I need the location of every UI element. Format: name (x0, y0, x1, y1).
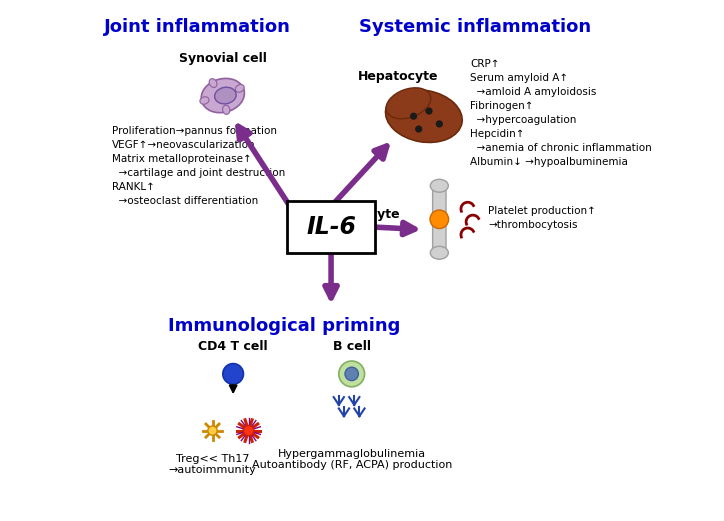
Ellipse shape (200, 97, 209, 104)
Ellipse shape (201, 79, 245, 113)
Circle shape (426, 107, 433, 115)
Ellipse shape (430, 179, 448, 192)
Circle shape (208, 426, 217, 435)
Text: Hepatocyte: Hepatocyte (358, 70, 438, 83)
Circle shape (223, 364, 243, 384)
Text: Joint inflammation: Joint inflammation (104, 18, 290, 36)
Circle shape (436, 120, 443, 128)
Circle shape (430, 210, 449, 229)
Ellipse shape (385, 90, 462, 142)
Text: Hypergammaglobulinemia
Autoantibody (RF, ACPA) production: Hypergammaglobulinemia Autoantibody (RF,… (251, 449, 452, 470)
Circle shape (339, 361, 365, 387)
Circle shape (415, 126, 422, 133)
Text: IL-6: IL-6 (306, 215, 356, 239)
Text: Proliferation→pannus formation
VEGF↑→neovascularization
Matrix metalloproteinase: Proliferation→pannus formation VEGF↑→neo… (112, 127, 285, 206)
FancyBboxPatch shape (287, 201, 375, 253)
Circle shape (243, 426, 253, 436)
Ellipse shape (214, 87, 236, 104)
Text: Synovial cell: Synovial cell (179, 52, 266, 65)
Text: Systemic inflammation: Systemic inflammation (359, 18, 592, 36)
Circle shape (345, 367, 358, 381)
Text: Megakaryocyte: Megakaryocyte (293, 207, 400, 220)
Ellipse shape (209, 79, 217, 88)
Ellipse shape (430, 246, 448, 259)
Text: Immunological priming: Immunological priming (169, 317, 401, 335)
Text: CRP↑
Serum amyloid A↑
  →amloid A amyloidosis
Fibrinogen↑
  →hypercoagulation
He: CRP↑ Serum amyloid A↑ →amloid A amyloido… (471, 59, 652, 167)
Ellipse shape (222, 105, 230, 115)
Text: Platelet production↑
→thrombocytosis: Platelet production↑ →thrombocytosis (488, 206, 596, 230)
Text: Treg<< Th17
→autoimmunity: Treg<< Th17 →autoimmunity (169, 454, 256, 475)
Text: B cell: B cell (333, 340, 371, 353)
Ellipse shape (386, 88, 431, 119)
Text: CD4 T cell: CD4 T cell (198, 340, 268, 353)
Ellipse shape (235, 84, 244, 92)
FancyBboxPatch shape (433, 181, 446, 258)
Circle shape (410, 113, 417, 120)
